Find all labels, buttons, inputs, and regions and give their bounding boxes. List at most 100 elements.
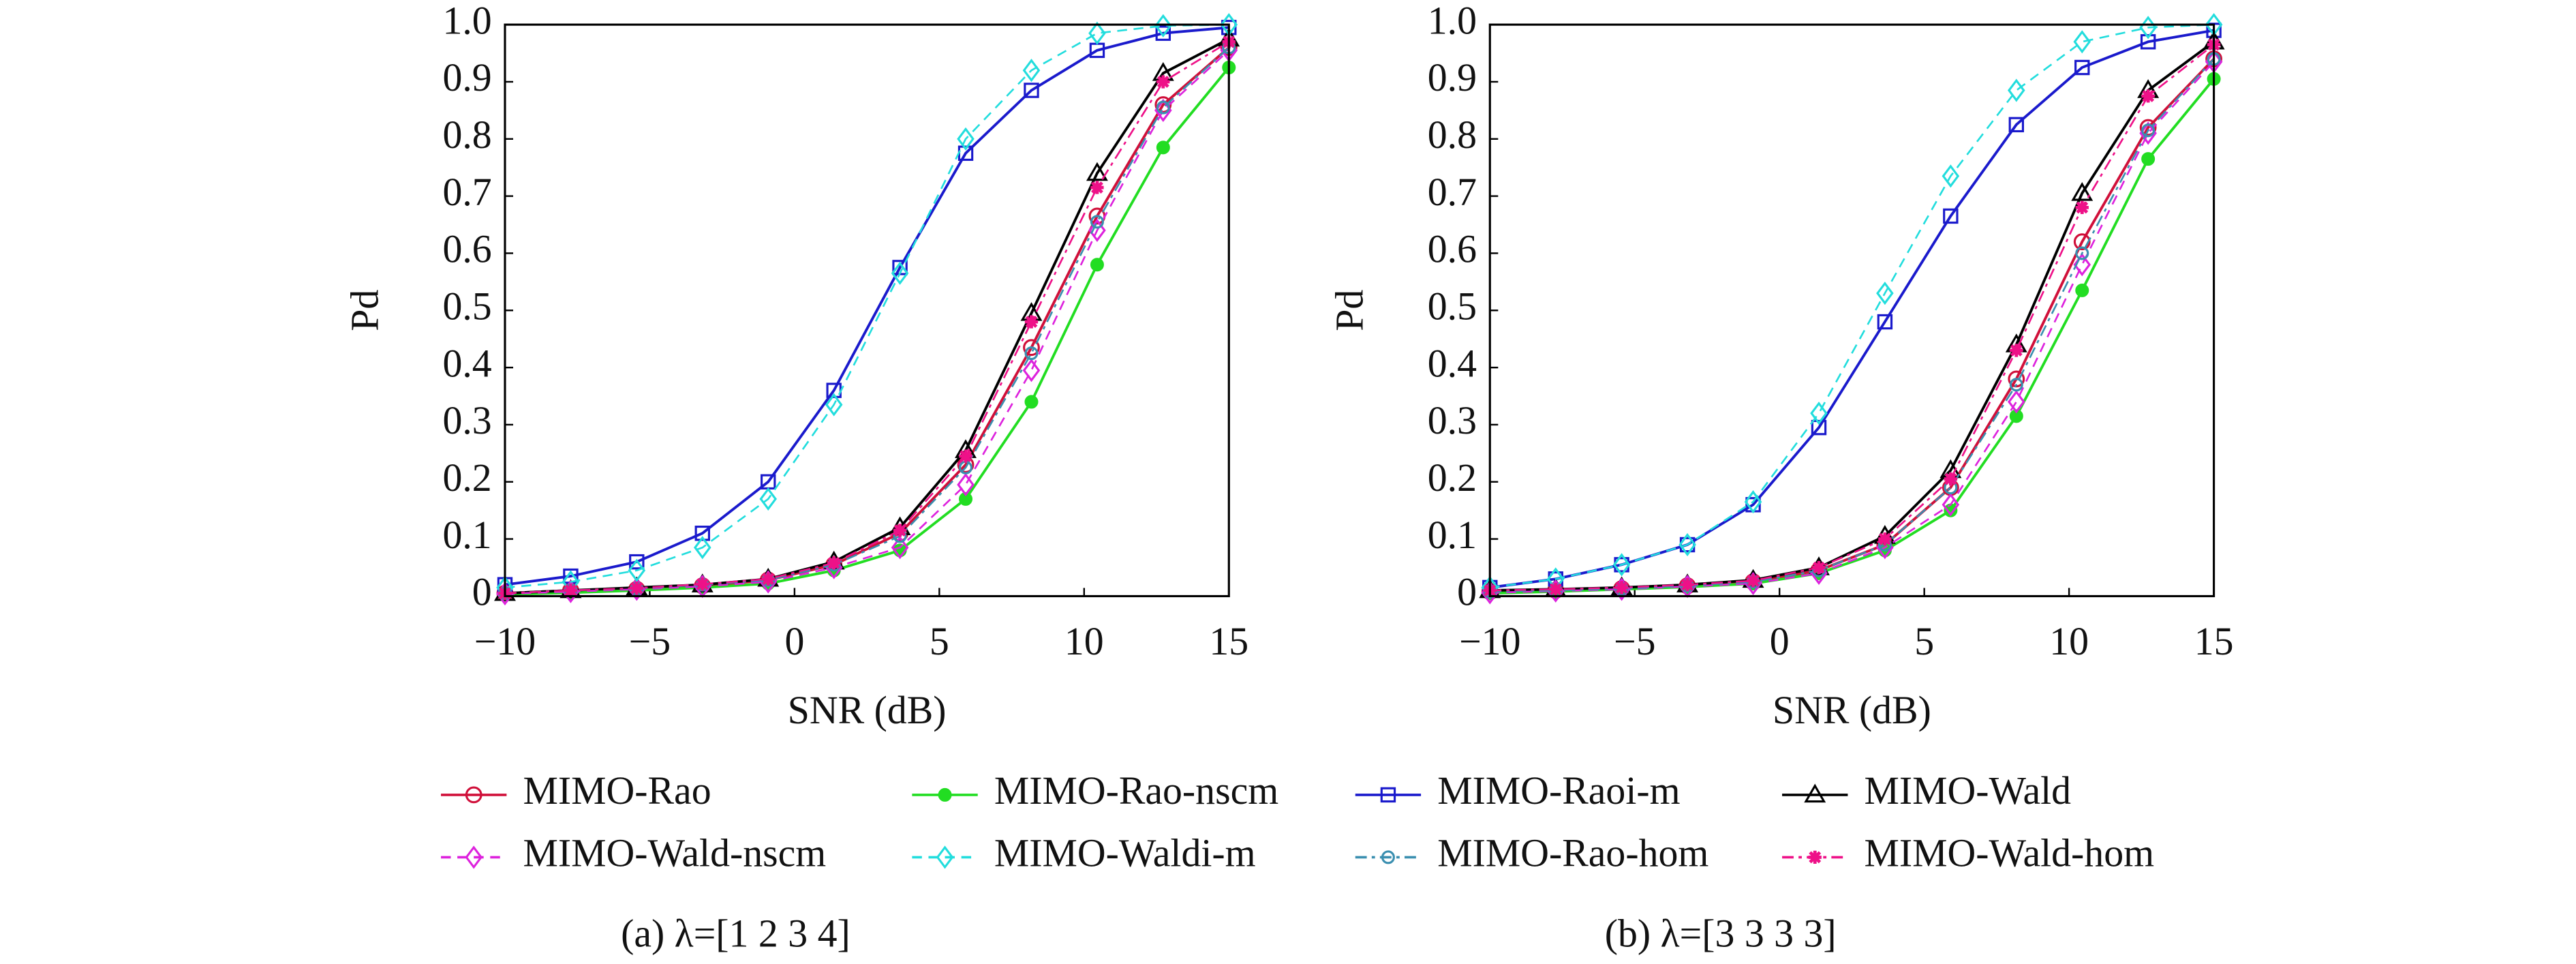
- marker: [1944, 472, 1957, 486]
- plot-frame: [504, 23, 1230, 597]
- marker: [1090, 215, 1104, 229]
- marker: [1744, 490, 1762, 514]
- marker: [1943, 208, 1959, 224]
- marker: [1876, 282, 1894, 305]
- marker: [1942, 493, 1960, 517]
- marker: [825, 393, 843, 417]
- marker: [1810, 402, 1828, 425]
- y-tick-label: 0.7: [1428, 170, 1477, 214]
- y-tick-label: 1.0: [1428, 0, 1477, 42]
- y-tick-label: 0.4: [1428, 341, 1477, 385]
- marker: [465, 845, 483, 869]
- legend-label: MIMO-Wald-hom: [1865, 831, 2155, 875]
- y-tick-label: 1.0: [442, 0, 491, 42]
- marker: [2139, 119, 2157, 136]
- marker: [629, 554, 645, 570]
- marker: [1942, 164, 1960, 188]
- series-line: [504, 66, 1230, 596]
- x-axis-label: SNR (dB): [788, 688, 947, 732]
- marker: [1678, 532, 1696, 557]
- marker: [2141, 152, 2156, 166]
- series-line: [504, 41, 1229, 594]
- marker: [1811, 419, 1827, 436]
- legend-label: MIMO-Waldi-m: [994, 831, 1256, 875]
- y-tick-label: 0.9: [442, 55, 491, 100]
- marker: [2009, 378, 2023, 392]
- y-tick-label: 0.6: [1428, 227, 1477, 271]
- plot-frame: [1488, 23, 2215, 597]
- y-tick-label: 0.1: [442, 513, 491, 557]
- marker: [957, 472, 975, 497]
- marker: [1614, 581, 1629, 594]
- x-tick-label: −10: [474, 619, 536, 663]
- y-axis-label: Pd: [1328, 290, 1372, 331]
- legend-label: MIMO-Raoi-m: [1437, 768, 1680, 813]
- marker: [564, 584, 578, 597]
- x-tick-label: 0: [1770, 619, 1790, 663]
- marker: [938, 787, 952, 802]
- marker: [2075, 200, 2089, 215]
- marker: [959, 449, 972, 463]
- marker: [628, 558, 646, 582]
- marker: [936, 845, 954, 869]
- marker: [2008, 390, 2025, 414]
- marker: [1681, 578, 1694, 592]
- y-axis-label: Pd: [342, 290, 386, 331]
- y-tick-label: 0.1: [1428, 513, 1477, 557]
- marker: [2073, 30, 2091, 54]
- marker: [2073, 233, 2091, 251]
- legend-label: MIMO-Rao-hom: [1437, 831, 1708, 875]
- x-tick-label: 15: [1209, 619, 1248, 663]
- y-tick-label: 0.4: [442, 341, 491, 385]
- marker: [1090, 181, 1104, 194]
- marker: [891, 261, 909, 285]
- x-tick-label: −5: [1614, 619, 1656, 663]
- marker: [1612, 553, 1631, 577]
- marker: [1088, 21, 1106, 45]
- marker: [2071, 182, 2094, 201]
- marker: [1380, 787, 1396, 803]
- marker: [1023, 339, 1040, 357]
- marker: [1812, 560, 1826, 575]
- marker: [1878, 532, 1892, 546]
- x-tick-label: 5: [930, 619, 949, 663]
- marker: [1090, 258, 1104, 272]
- marker: [465, 786, 482, 804]
- marker: [1086, 162, 1108, 181]
- x-tick-label: 0: [784, 619, 804, 663]
- marker: [1154, 14, 1172, 37]
- marker: [1156, 100, 1170, 115]
- series-line: [504, 37, 1230, 595]
- y-tick-label: 0.3: [1428, 398, 1477, 442]
- marker: [1381, 850, 1395, 864]
- marker: [1022, 59, 1041, 82]
- marker: [2008, 78, 2025, 102]
- x-tick-label: −5: [629, 619, 671, 663]
- marker: [761, 572, 775, 586]
- series-line: [504, 49, 1230, 595]
- y-tick-label: 0.8: [442, 112, 491, 157]
- marker: [2075, 246, 2089, 260]
- legend-label: MIMO-Rao: [523, 768, 711, 813]
- y-tick-label: 0.7: [442, 170, 491, 214]
- marker: [1549, 582, 1563, 596]
- marker: [759, 487, 778, 511]
- legend-label: MIMO-Rao-nscm: [994, 768, 1278, 813]
- y-tick-label: 0.5: [1428, 284, 1477, 329]
- series-line: [1490, 44, 2215, 592]
- y-tick-label: 0.5: [442, 284, 491, 329]
- series-line: [1490, 61, 2215, 594]
- marker: [2010, 344, 2023, 357]
- marker: [893, 524, 907, 537]
- marker: [1088, 218, 1106, 242]
- marker: [1156, 75, 1170, 89]
- series-line: [1490, 23, 2214, 589]
- legend-label: MIMO-Wald-nscm: [523, 831, 826, 875]
- series-line: [1490, 40, 2215, 592]
- marker: [1155, 25, 1171, 41]
- y-tick-label: 0.2: [442, 455, 491, 500]
- marker: [1022, 359, 1041, 382]
- marker: [1746, 574, 1760, 588]
- y-tick-label: 0.8: [1428, 112, 1477, 157]
- marker: [2075, 283, 2089, 297]
